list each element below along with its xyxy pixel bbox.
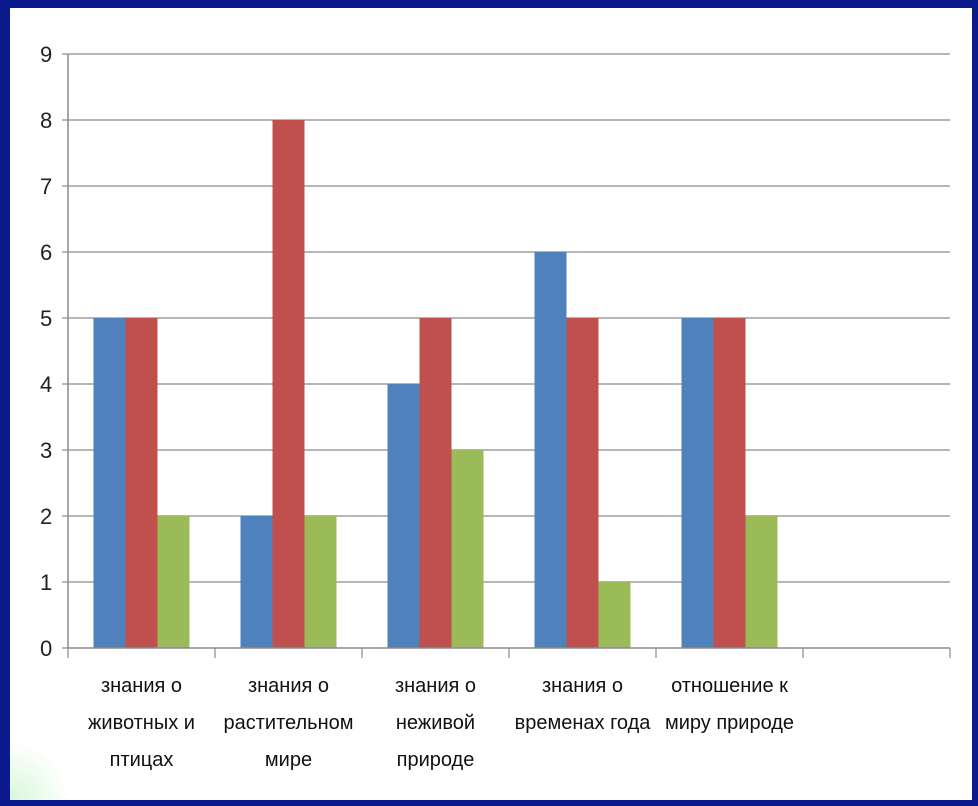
bar — [534, 252, 567, 648]
bar — [387, 384, 420, 648]
y-tick-label: 3 — [40, 438, 52, 463]
bar — [125, 318, 158, 648]
y-tick-label: 8 — [40, 108, 52, 133]
y-tick-label: 7 — [40, 174, 52, 199]
x-category-label: знания о — [248, 675, 329, 697]
y-tick-label: 4 — [40, 372, 52, 397]
bar — [713, 318, 746, 648]
bar — [566, 318, 599, 648]
bar — [681, 318, 714, 648]
bar — [157, 516, 190, 648]
bar-chart: 0 1 2 3 4 5 6 7 8 9 знания о животных и птицах знания… — [40, 42, 951, 771]
y-tick-label: 9 — [40, 42, 52, 67]
y-tick-label: 5 — [40, 306, 52, 331]
corner-glow — [10, 740, 70, 800]
bar — [240, 516, 273, 648]
y-tick-label: 2 — [40, 504, 52, 529]
x-category-label: растительном — [224, 712, 354, 734]
bar — [451, 450, 484, 648]
bar — [93, 318, 126, 648]
bar — [304, 516, 337, 648]
x-category-label: природе — [397, 749, 475, 771]
x-category-label: знания о — [101, 675, 182, 697]
x-category-label: мире — [265, 749, 312, 771]
x-category-label: миру природе — [665, 712, 794, 734]
y-tick-label: 6 — [40, 240, 52, 265]
x-category-label: птицах — [110, 749, 174, 771]
x-category-label: временах года — [515, 712, 652, 734]
x-category-label: знания о — [542, 675, 623, 697]
y-tick-label: 0 — [40, 636, 52, 661]
bar — [272, 120, 305, 648]
chart-frame: 0 1 2 3 4 5 6 7 8 9 знания о животных и птицах знания… — [10, 8, 972, 800]
bar — [598, 582, 631, 648]
x-category-label: животных и — [88, 712, 195, 734]
x-category-label: знания о — [395, 675, 476, 697]
x-category-label: отношение к — [671, 675, 788, 697]
bar — [745, 516, 778, 648]
bar — [419, 318, 452, 648]
x-category-label: неживой — [396, 712, 475, 734]
y-tick-label: 1 — [40, 570, 52, 595]
